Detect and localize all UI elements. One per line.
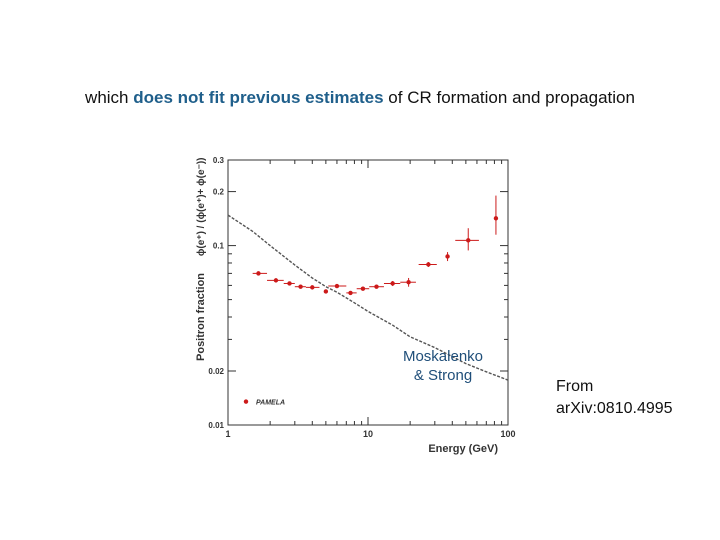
pamela-marker — [348, 290, 353, 296]
slide-headline: which does not fit previous estimates of… — [0, 88, 720, 108]
pamela-data-point — [383, 280, 401, 287]
y-tick-label: 0.1 — [213, 242, 225, 251]
headline-highlight: does not fit previous estimates — [133, 88, 384, 107]
pamela-data-point — [267, 278, 284, 283]
pamela-marker — [466, 238, 471, 243]
y-tick-label: 0.2 — [213, 188, 225, 197]
source-line-1: From — [556, 378, 594, 395]
pamela-marker — [256, 271, 261, 276]
pamela-marker — [323, 289, 329, 294]
pamela-marker — [406, 280, 411, 285]
pamela-marker — [445, 254, 450, 259]
pamela-data-point — [356, 286, 370, 291]
annotation-line-2: & Strong — [413, 367, 473, 384]
y-tick-label: 0.01 — [208, 421, 224, 430]
x-tick-label: 10 — [363, 429, 373, 439]
pamela-marker — [374, 284, 379, 289]
y-axis-label: Positron fraction — [195, 273, 207, 361]
annotation-line-1: Moskalenko — [402, 348, 484, 365]
pamela-data-point — [400, 277, 416, 287]
legend-label-pamela: PAMELA — [256, 400, 285, 407]
headline-text-after: of CR formation and propagation — [383, 88, 635, 107]
model-curve-moskalenko-strong — [227, 214, 509, 381]
pamela-data-point — [328, 283, 347, 289]
pamela-marker — [287, 281, 292, 286]
pamela-marker — [310, 285, 315, 290]
plot-frame — [227, 159, 509, 426]
pamela-marker — [273, 278, 279, 283]
pamela-data-point — [294, 284, 306, 289]
source-line-2: arXiv:0810.4995 — [556, 400, 673, 417]
pamela-marker — [493, 216, 499, 221]
pamela-data-point — [323, 289, 329, 294]
x-tick-label: 1 — [225, 429, 230, 439]
pamela-marker — [360, 286, 366, 291]
pamela-data-point — [283, 281, 295, 286]
pamela-data-point — [418, 262, 437, 267]
pamela-data-point — [252, 271, 268, 276]
y-tick-label: 0.3 — [213, 156, 225, 165]
pamela-data-point — [305, 285, 320, 290]
pamela-marker — [334, 283, 340, 289]
pamela-marker — [390, 281, 395, 286]
pamela-data-point — [445, 252, 450, 262]
legend-marker-pamela — [243, 399, 249, 404]
pamela-data-point — [455, 228, 479, 251]
pamela-data-point — [369, 284, 384, 289]
pamela-data-point — [346, 290, 357, 296]
headline-text-before: which — [85, 88, 134, 107]
pamela-marker — [298, 284, 303, 289]
x-tick-label: 100 — [500, 429, 515, 439]
x-axis-label: Energy (GeV) — [428, 443, 498, 455]
source-citation: From arXiv:0810.4995 — [556, 376, 673, 420]
pamela-data-point — [493, 195, 499, 235]
y-axis-label-formula: ϕ(e⁺) / (ϕ(e⁺)+ ϕ(e⁻)) — [196, 157, 207, 256]
pamela-marker — [426, 262, 431, 267]
y-tick-label: 0.02 — [208, 367, 224, 376]
model-annotation: Moskalenko & Strong — [388, 347, 498, 385]
